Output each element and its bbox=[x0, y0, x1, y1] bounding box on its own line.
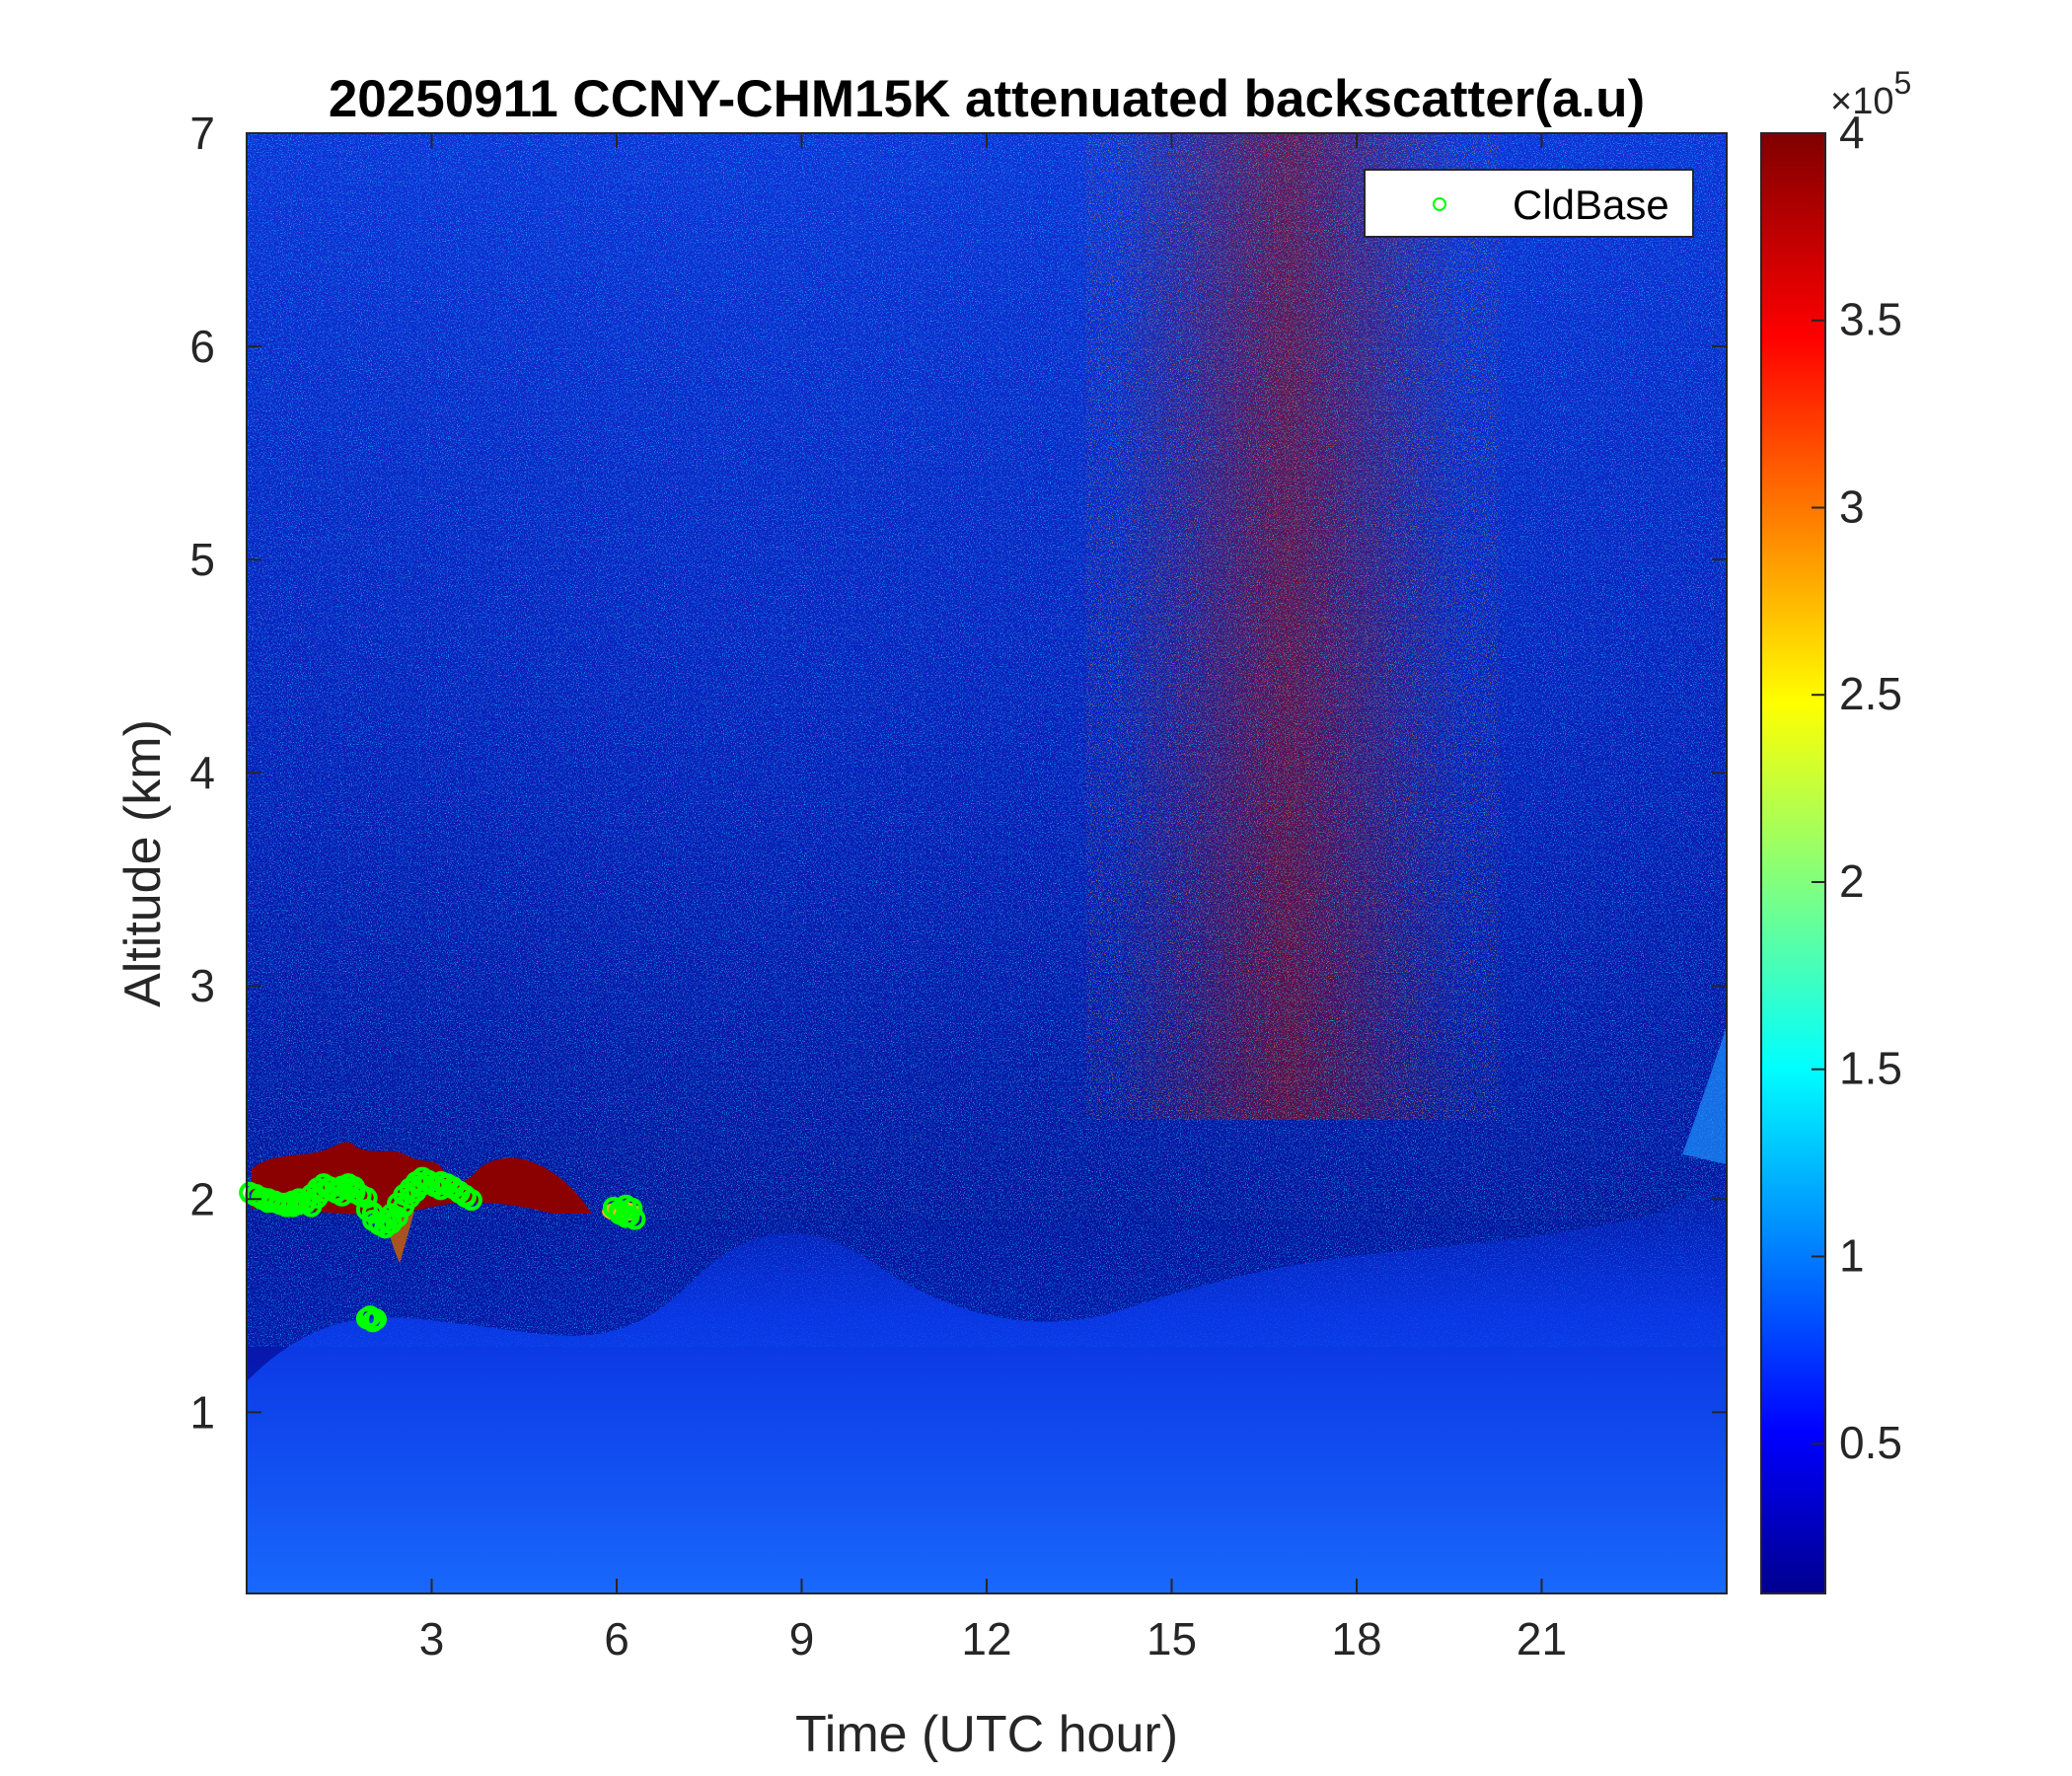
chart-title: 20250911 CCNY-CHM15K attenuated backscat… bbox=[329, 70, 1645, 128]
legend-label-cldbase: CldBase bbox=[1513, 182, 1669, 228]
colorbar-tick-label: 2 bbox=[1839, 855, 1865, 907]
y-tick-label: 7 bbox=[189, 108, 215, 159]
x-axis-label: Time (UTC hour) bbox=[795, 1706, 1178, 1763]
late-day-aerosol bbox=[1682, 1026, 1727, 1164]
colorbar-tick-label: 3 bbox=[1839, 481, 1865, 532]
cldbase-point bbox=[624, 1208, 646, 1230]
colorbar-tick-label: 3.5 bbox=[1839, 294, 1902, 345]
y-axis-label: Altitude (km) bbox=[114, 719, 172, 1007]
colorbar-tick-label: 0.5 bbox=[1839, 1417, 1902, 1468]
colorbar-tick-label: 1 bbox=[1839, 1229, 1865, 1281]
x-tick-label: 15 bbox=[1147, 1613, 1197, 1665]
cldbase-series bbox=[239, 1166, 646, 1333]
heatmap-noise-red bbox=[1085, 133, 1500, 1120]
colorbar-ticks: 0.5 1 1.5 2 2.5 3 3.5 4 bbox=[1812, 107, 1902, 1468]
colorbar-gradient bbox=[1760, 132, 1826, 1594]
y-tick-label: 1 bbox=[189, 1386, 215, 1438]
y-tick-label: 5 bbox=[189, 534, 215, 585]
colorbar-tick-label: 2.5 bbox=[1839, 668, 1902, 719]
cldbase-point bbox=[386, 1206, 408, 1228]
y-axis: 1 2 3 4 5 6 7 bbox=[189, 108, 1727, 1438]
colorbar-tick-label: 4 bbox=[1839, 107, 1865, 158]
x-tick-label: 12 bbox=[961, 1613, 1011, 1665]
heatmap-noise-yellow bbox=[247, 133, 1727, 1219]
colorbar-exponent: ×105 bbox=[1830, 65, 1911, 122]
colorbar-tick-label: 1.5 bbox=[1839, 1043, 1902, 1094]
y-tick-label: 4 bbox=[189, 747, 215, 798]
legend-box bbox=[1364, 169, 1694, 238]
x-tick-label: 3 bbox=[419, 1613, 445, 1665]
legend: CldBase bbox=[1364, 169, 1694, 238]
x-tick-label: 18 bbox=[1331, 1613, 1381, 1665]
backscatter-heatmap bbox=[247, 133, 1727, 1593]
y-tick-label: 3 bbox=[189, 960, 215, 1011]
y-tick-label: 6 bbox=[189, 321, 215, 372]
cldbase-point bbox=[460, 1189, 482, 1212]
x-tick-label: 9 bbox=[789, 1613, 815, 1665]
x-axis: 3 6 9 12 15 18 21 bbox=[419, 133, 1567, 1665]
y-tick-label: 2 bbox=[189, 1173, 215, 1224]
colorbar: 0.5 1 1.5 2 2.5 3 3.5 4 ×105 bbox=[1760, 65, 1911, 1594]
x-tick-label: 21 bbox=[1517, 1613, 1567, 1665]
colorbar-exponent-power: 5 bbox=[1893, 65, 1911, 101]
legend-marker-circle bbox=[1433, 197, 1446, 211]
colorbar-exponent-base: ×10 bbox=[1830, 81, 1893, 122]
boundary-layer bbox=[247, 1164, 1727, 1593]
cldbase-point bbox=[365, 1308, 387, 1331]
x-tick-label: 6 bbox=[604, 1613, 629, 1665]
